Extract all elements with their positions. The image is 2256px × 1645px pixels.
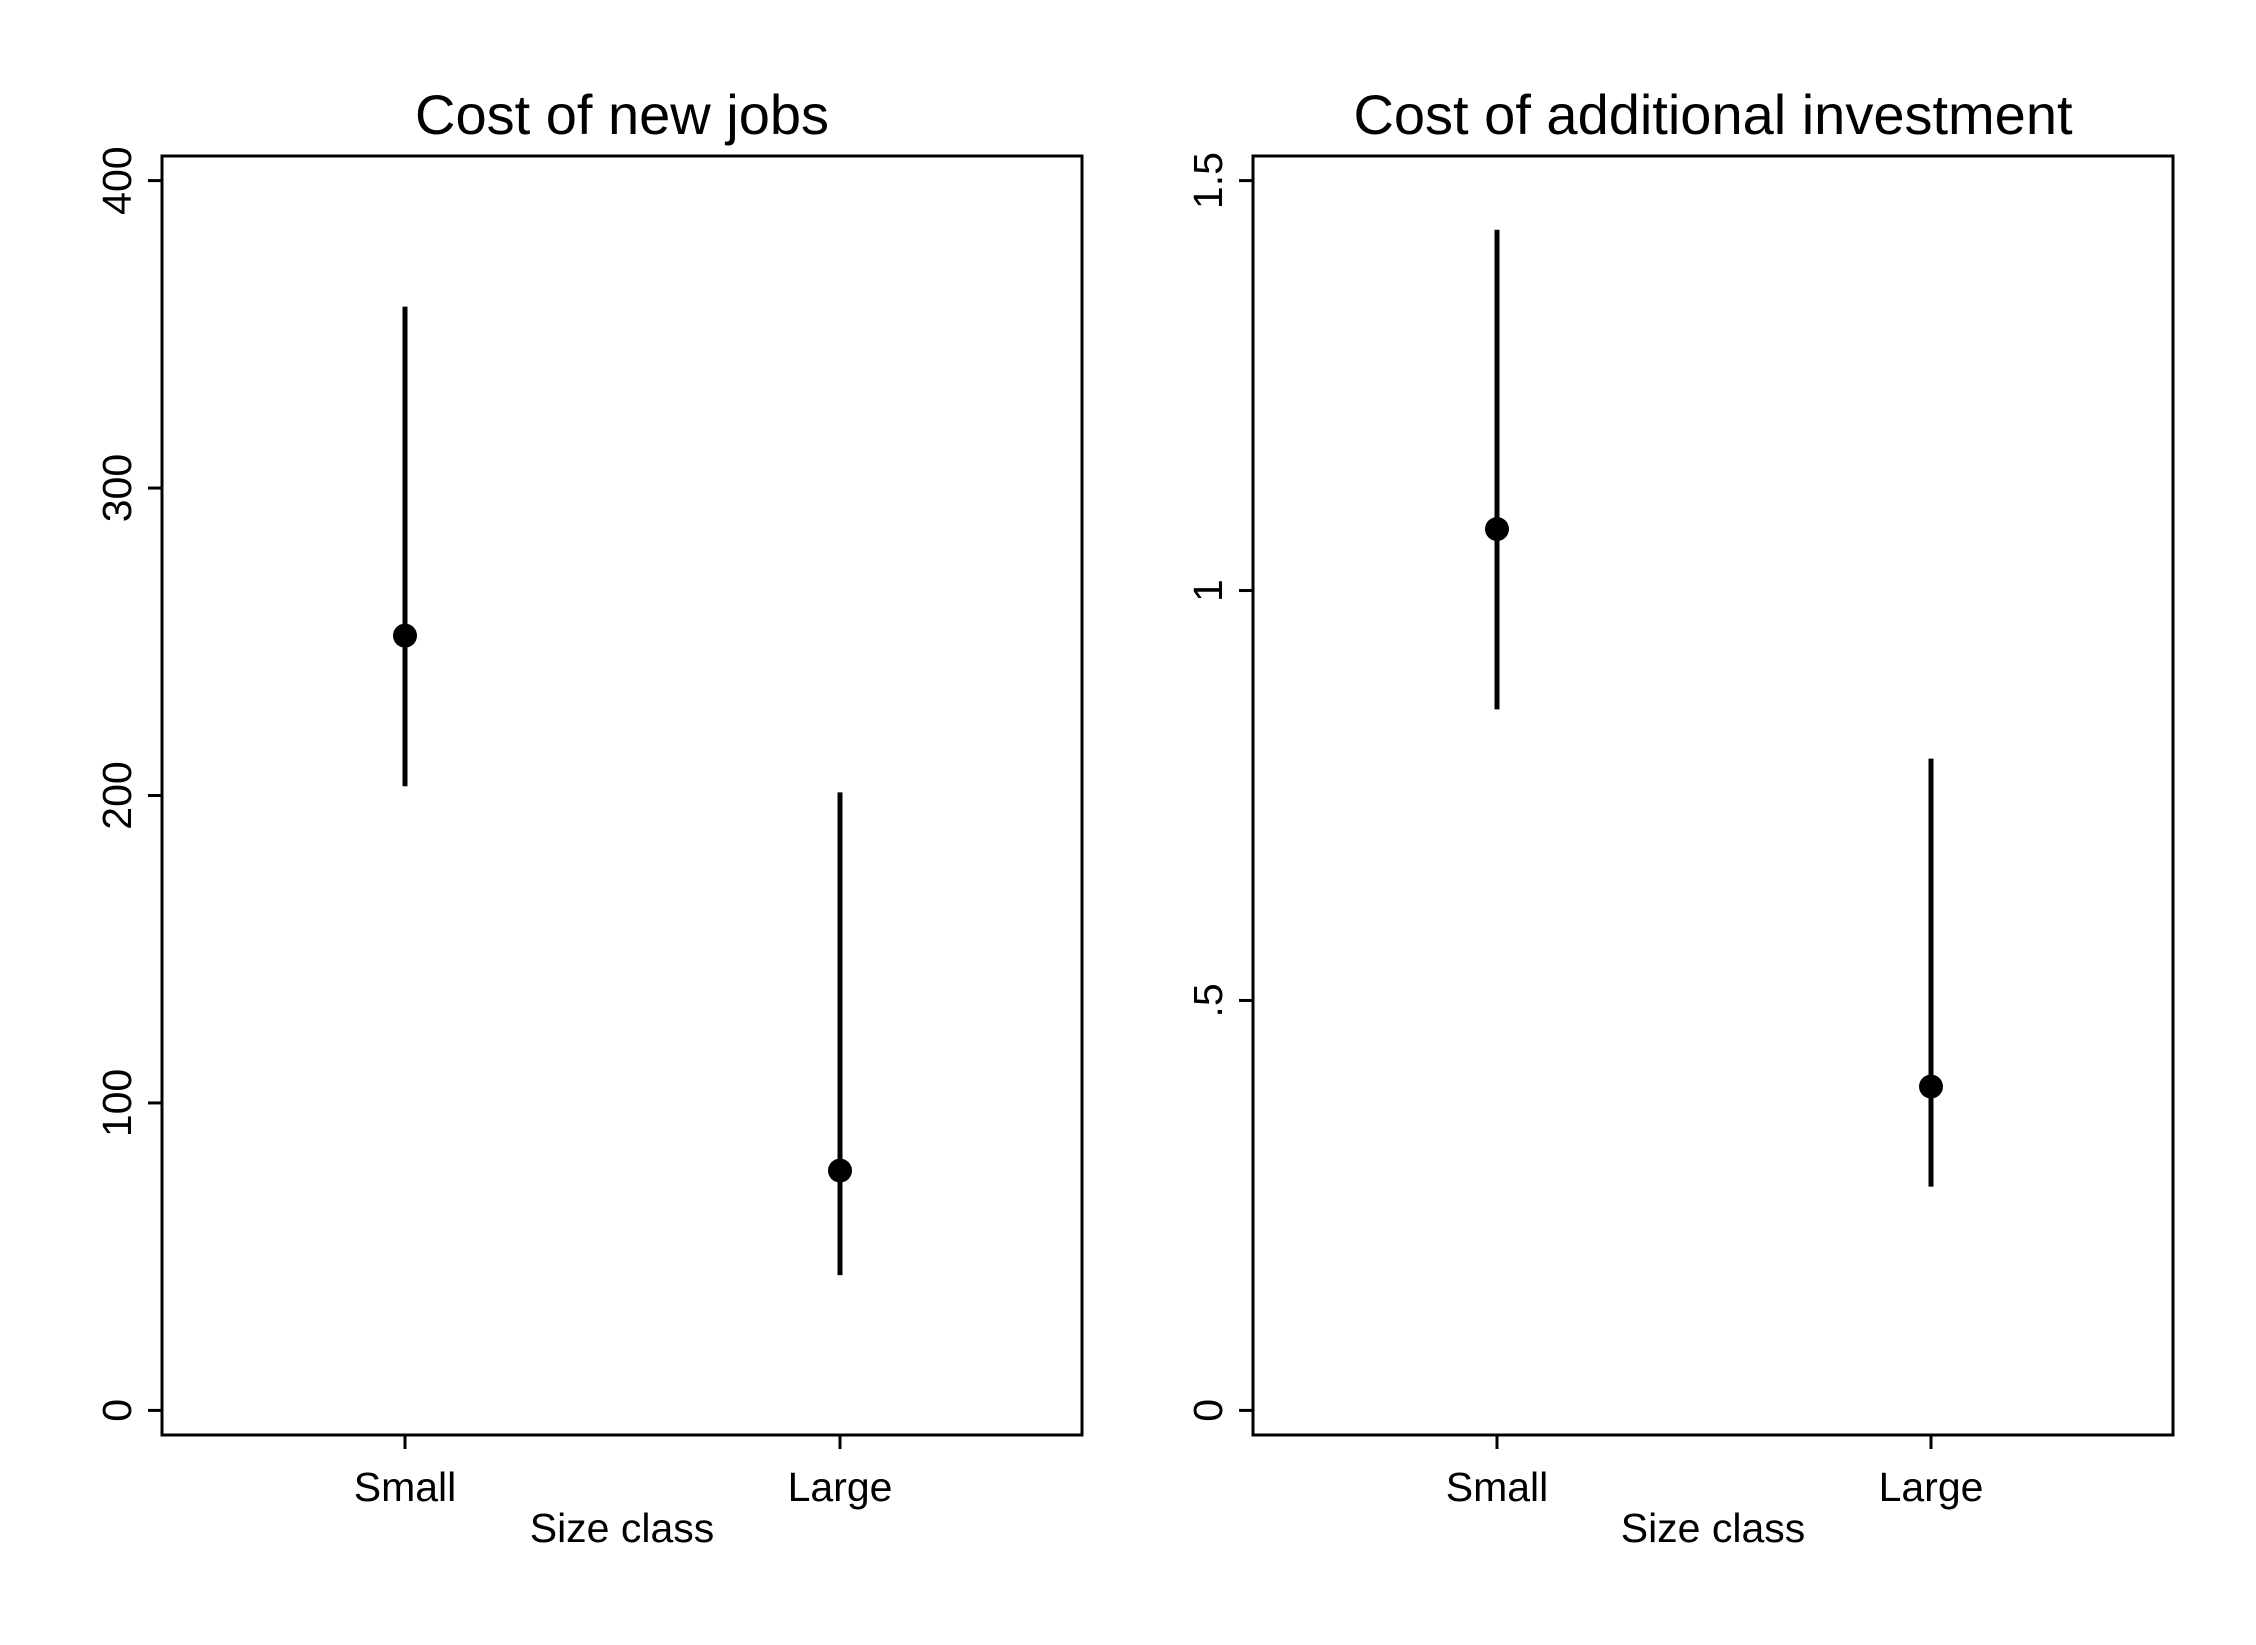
y-tick-label: 300 (94, 454, 140, 522)
y-tick-label: 1 (1185, 579, 1231, 602)
point-estimate (393, 623, 417, 648)
point-estimate (1919, 1074, 1943, 1099)
x-axis-label: Size class (1621, 1505, 1806, 1551)
point-estimate (1485, 517, 1509, 542)
plot-frame (1251, 154, 2175, 1437)
point-estimate (828, 1158, 852, 1183)
x-tick-label: Large (788, 1464, 893, 1510)
y-tick-label: 1.5 (1185, 152, 1231, 209)
y-tick-label: 100 (94, 1069, 140, 1137)
y-tick-label: 0 (94, 1399, 140, 1422)
y-tick-label: 400 (94, 146, 140, 214)
panel-cost-of-additional-investment: Cost of additional investment Size class… (1185, 83, 2175, 1551)
plot-frame (160, 154, 1084, 1437)
x-axis-label: Size class (530, 1505, 715, 1551)
x-tick-label: Small (354, 1464, 457, 1510)
panel-cost-of-new-jobs: Cost of new jobs Size class 0 100 200 300 40… (94, 83, 1084, 1551)
y-tick-label: 200 (94, 761, 140, 829)
panel-title: Cost of additional investment (1353, 83, 2073, 146)
y-tick-label: 0 (1185, 1399, 1231, 1422)
x-tick-label: Large (1879, 1464, 1984, 1510)
x-tick-label: Small (1446, 1464, 1549, 1510)
y-tick-label: .5 (1185, 983, 1231, 1017)
panel-title: Cost of new jobs (415, 83, 829, 146)
